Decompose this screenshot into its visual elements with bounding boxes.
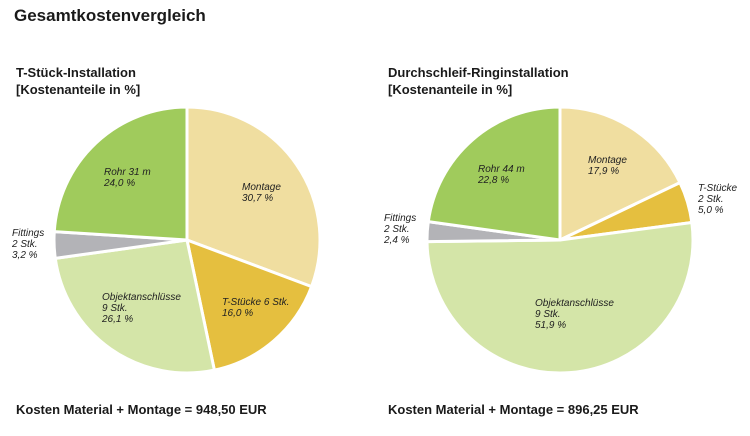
right-pie-label-4: Rohr 44 m 22,8 % bbox=[477, 164, 525, 186]
right-chart-unit: [Kostenanteile in %] bbox=[388, 82, 513, 97]
right-pie-label-2: Objektanschlüsse 9 Stk. 51,9 % bbox=[535, 298, 614, 331]
right-chart-title: Durchschleif-Ringinstallation bbox=[388, 65, 569, 80]
left-cost-summary: Kosten Material + Montage = 948,50 EUR bbox=[16, 402, 267, 417]
right-chart-subtitle: Durchschleif-Ringinstallation [Kostenant… bbox=[388, 64, 569, 98]
right-pie-slice-2 bbox=[425, 221, 695, 375]
left-pie-slice-2 bbox=[53, 238, 216, 375]
right-pie-label-1: T-Stücke 2 Stk. 5,0 % bbox=[697, 183, 738, 216]
left-chart-subtitle: T-Stück-Installation [Kostenanteile in %… bbox=[16, 64, 140, 98]
page-title: Gesamtkostenvergleich bbox=[14, 6, 206, 25]
right-pie-slice-4 bbox=[426, 105, 562, 242]
right-cost-summary: Kosten Material + Montage = 896,25 EUR bbox=[388, 402, 639, 417]
right-pie-label-0: Montage 17,9 % bbox=[588, 155, 627, 177]
left-pie-slice-0 bbox=[185, 105, 322, 289]
left-pie-label-4: Rohr 31 m 24,0 % bbox=[103, 167, 151, 189]
left-chart-title: T-Stück-Installation bbox=[16, 65, 136, 80]
left-pie-slice-4 bbox=[52, 105, 189, 242]
left-pie-label-3: Fittings 2 Stk. 3,2 % bbox=[11, 228, 44, 261]
left-chart-unit: [Kostenanteile in %] bbox=[16, 82, 141, 97]
left-pie-label-0: Montage 30,7 % bbox=[242, 182, 281, 204]
right-pie-label-3: Fittings 2 Stk. 2,4 % bbox=[383, 213, 416, 246]
right-pie-slice-0 bbox=[558, 105, 682, 242]
left-pie-label-2: Objektanschlüsse 9 Stk. 26,1 % bbox=[101, 292, 181, 325]
left-pie-slice-1 bbox=[185, 238, 314, 372]
left-pie-label-1: T-Stücke 6 Stk. 16,0 % bbox=[222, 297, 289, 319]
